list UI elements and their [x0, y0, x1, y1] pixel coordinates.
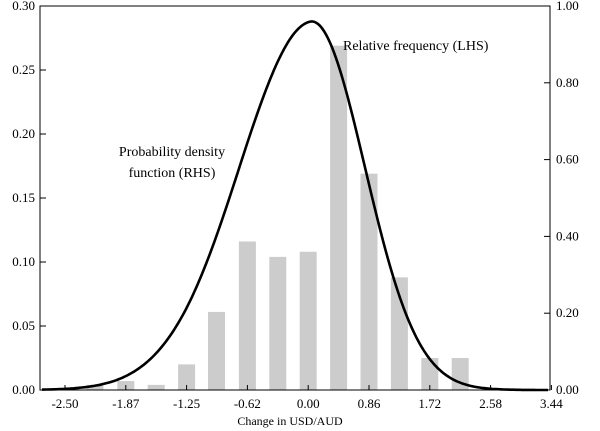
bar [238, 241, 256, 390]
right-tick-label: 0.40 [556, 228, 579, 243]
annotations: Relative frequency (LHS) Probability dens… [119, 39, 489, 181]
bar [299, 251, 317, 390]
left-tick-label: 0.20 [12, 126, 35, 141]
right-tick-label: 0.60 [556, 152, 579, 167]
left-tick-label: 0.25 [12, 62, 35, 77]
pdf-line [42, 20, 548, 392]
right-tick-label: 0.80 [556, 75, 579, 90]
plot-border [39, 5, 551, 391]
left-tick-label: 0.00 [12, 382, 35, 397]
plot-frame [39, 5, 551, 391]
right-tick-label: 1.00 [556, 0, 579, 13]
right-tick-label: 0.20 [556, 305, 579, 320]
x-tick-label: 0.86 [358, 396, 381, 411]
x-tick-label: -1.25 [173, 396, 200, 411]
x-tick-label: 2.58 [479, 396, 502, 411]
bar [208, 311, 226, 390]
left-tick-label: 0.05 [12, 318, 35, 333]
bar [269, 256, 287, 390]
x-axis: -2.50 -1.87 -1.25 -0.62 0.00 0.86 1.72 2.58 3.44 [51, 385, 563, 411]
annotation-label: function (RHS) [129, 166, 216, 181]
x-tick-label: -2.50 [51, 396, 78, 411]
right-axis: 0.00 0.20 0.40 0.60 0.80 1.00 [544, 0, 579, 397]
x-tick-label: -0.62 [234, 396, 261, 411]
x-axis-title: Change in USD/AUD [237, 414, 343, 428]
bar [330, 45, 348, 391]
annotation-label: Relative frequency (LHS) [343, 39, 489, 54]
bar [86, 384, 104, 390]
left-tick-label: 0.30 [12, 0, 35, 13]
left-tick-label: 0.10 [12, 254, 35, 269]
x-tick-label: -1.87 [112, 396, 140, 411]
bar-series [86, 45, 469, 391]
bar [147, 384, 165, 390]
right-tick-label: 0.00 [556, 382, 579, 397]
bar [178, 364, 196, 390]
x-tick-label: 0.00 [297, 396, 320, 411]
x-tick-label: 1.72 [418, 396, 441, 411]
bar [360, 173, 378, 390]
x-tick-label: 3.44 [540, 396, 563, 411]
annotation-label: Probability density [119, 145, 225, 160]
left-tick-label: 0.15 [12, 190, 35, 205]
left-axis: 0.00 0.05 0.10 0.15 0.20 0.25 0.30 [12, 0, 46, 397]
